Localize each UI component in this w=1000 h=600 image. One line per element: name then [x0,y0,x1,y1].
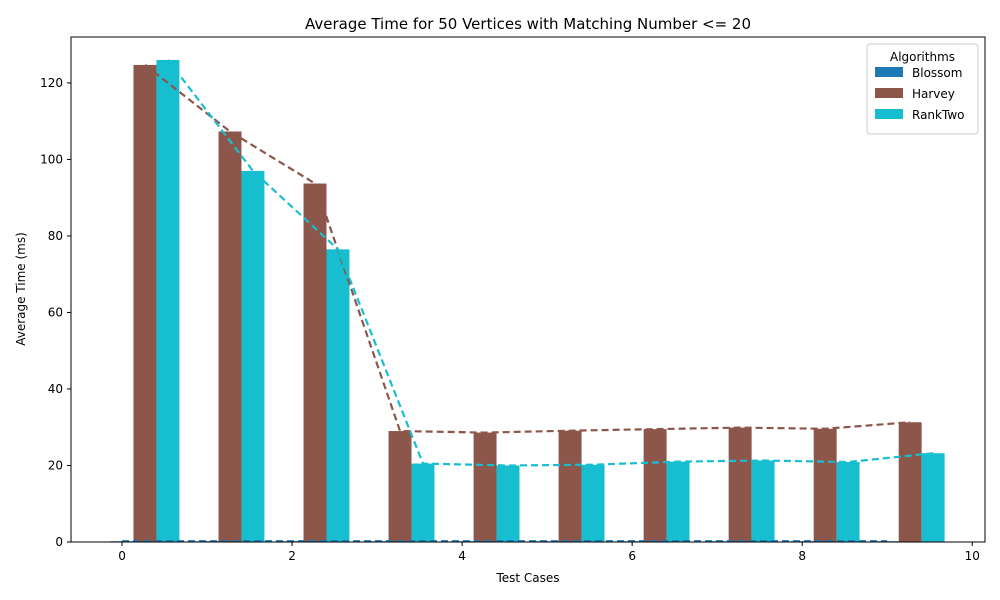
harvey-bar [558,430,582,542]
harvey-bar [473,432,497,542]
ranktwo-trend-line [167,59,934,467]
ranktwo-bar [581,464,605,542]
legend-swatch-ranktwo [875,109,903,119]
legend-label-harvey: Harvey [912,87,955,101]
y-tick-label: 100 [40,152,63,166]
harvey-bar [643,429,667,542]
harvey-bar [388,431,412,542]
legend-title: Algorithms [890,50,955,64]
harvey-bar [218,131,242,542]
ranktwo-bar [666,461,690,542]
ranktwo-bar [496,465,520,542]
harvey-trend-line [144,64,911,434]
legend-swatch-blossom [875,67,903,77]
x-tick-label: 10 [965,549,980,563]
legend-label-ranktwo: RankTwo [912,108,964,122]
ranktwo-bar [751,460,775,542]
harvey-bar [813,428,837,542]
y-axis-label: Average Time (ms) [14,232,28,346]
x-tick-label: 6 [628,549,636,563]
x-tick-label: 0 [118,549,126,563]
x-axis-label: Test Cases [495,571,559,585]
y-tick-label: 120 [40,76,63,90]
legend-swatch-harvey [875,88,903,98]
harvey-bar [728,427,752,542]
y-tick-label: 20 [48,458,63,472]
trend-lines-layer [122,59,934,543]
x-tick-label: 8 [798,549,806,563]
y-tick-label: 60 [48,305,63,319]
x-tick-label: 4 [458,549,466,563]
ranktwo-bar [156,59,180,543]
y-tick-label: 0 [55,535,63,549]
legend: Algorithms Blossom Harvey RankTwo [866,43,979,135]
y-tick-label: 40 [48,382,63,396]
ranktwo-bar [411,463,435,542]
ranktwo-bar [241,170,265,542]
ranktwo-bar [836,462,860,542]
x-tick-label: 2 [288,549,296,563]
bars-layer [110,59,945,543]
y-tick-label: 80 [48,229,63,243]
ranktwo-bar [921,453,945,542]
legend-label-blossom: Blossom [912,66,962,80]
plot-frame [70,36,986,543]
chart-title: Average Time for 50 Vertices with Matchi… [305,15,751,33]
harvey-bar [898,422,922,542]
harvey-bar [303,183,327,542]
ranktwo-bar [326,249,350,543]
harvey-bar [133,64,157,542]
